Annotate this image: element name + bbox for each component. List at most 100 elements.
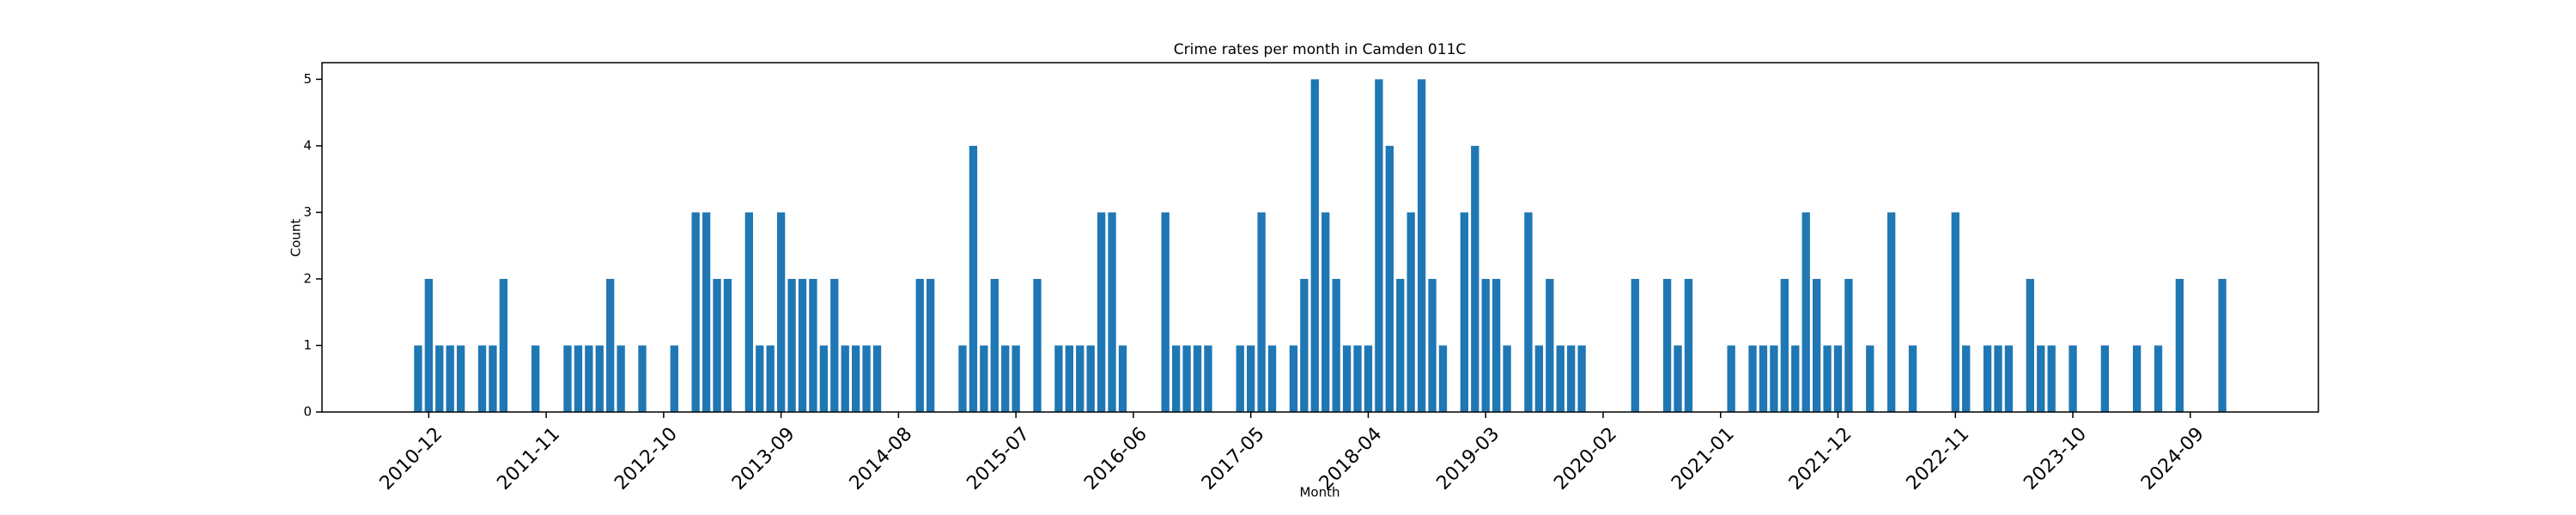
bar (1662, 278, 1672, 412)
bar (980, 345, 988, 412)
bar (1310, 79, 1319, 412)
bar (841, 345, 849, 412)
bar (1406, 212, 1415, 412)
x-tick-label: 2012-10 (611, 423, 682, 494)
bar (713, 278, 721, 412)
bar (787, 278, 796, 412)
chart-title: Crime rates per month in Camden 011C (1174, 41, 1467, 58)
bar (1396, 278, 1405, 412)
x-tick-label: 2023-10 (2020, 423, 2091, 494)
bar (1983, 345, 1992, 412)
bar (1108, 212, 1116, 412)
x-tick-label: 2024-09 (2137, 423, 2208, 494)
bar (872, 345, 882, 412)
bar (1727, 345, 1735, 412)
bar (744, 212, 753, 412)
bar (2100, 345, 2109, 412)
bar (1791, 345, 1800, 412)
bar (489, 345, 497, 412)
bar (1567, 345, 1576, 412)
x-tick-label: 2021-01 (1668, 423, 1739, 494)
x-tick-label: 2014-08 (846, 423, 917, 494)
plot-frame (321, 62, 2319, 413)
bar (1503, 345, 1511, 412)
bar (776, 212, 786, 412)
y-tick-label: 5 (303, 71, 312, 87)
y-tick-label: 2 (303, 270, 312, 286)
bar (1962, 345, 1971, 412)
bar (969, 145, 978, 412)
bar (670, 345, 678, 412)
x-tick-label: 2010-12 (376, 423, 447, 494)
bar (1171, 345, 1181, 412)
bar (1812, 278, 1821, 412)
bar (2154, 345, 2163, 412)
x-tick-label: 2020-02 (1550, 423, 1621, 494)
bar (638, 345, 647, 412)
y-tick-label: 3 (303, 204, 312, 220)
y-tick-label: 1 (303, 337, 312, 353)
bar (1887, 212, 1896, 412)
x-tick-label: 2016-06 (1080, 423, 1151, 494)
bar (1321, 212, 1330, 412)
x-tick-label: 2011-11 (493, 423, 564, 494)
bar (691, 212, 700, 412)
bar (1770, 345, 1778, 412)
bar (990, 278, 999, 412)
bar (1300, 278, 1309, 412)
bar (1492, 278, 1501, 412)
y-axis-label: Count (289, 219, 304, 258)
y-tick-label: 0 (303, 404, 312, 420)
bar (1193, 345, 1202, 412)
bar (1908, 345, 1917, 412)
bar (1001, 345, 1010, 412)
bar (1471, 145, 1479, 412)
x-axis-label: Month (1299, 485, 1340, 500)
bar (819, 345, 829, 412)
bar (1428, 278, 1437, 412)
bar (958, 345, 967, 412)
bar (1364, 345, 1373, 412)
bar (1097, 212, 1106, 412)
bar (1556, 345, 1564, 412)
bar (851, 345, 860, 412)
bar (915, 278, 924, 412)
bar (414, 345, 422, 412)
bar (456, 345, 465, 412)
bar (595, 345, 604, 412)
bar (1844, 278, 1853, 412)
bar (435, 345, 444, 412)
x-tick-label: 2022-11 (1903, 423, 1974, 494)
bar (1033, 278, 1042, 412)
bar (1342, 345, 1352, 412)
x-tick-label: 2015-07 (963, 423, 1034, 494)
bar (1866, 345, 1874, 412)
bar (563, 345, 572, 412)
bar (2069, 345, 2077, 412)
bar (1353, 345, 1362, 412)
bar (702, 212, 711, 412)
bar (1182, 345, 1191, 412)
bar (1289, 345, 1298, 412)
bar (446, 345, 454, 412)
bar (1236, 345, 1244, 412)
x-tick-label: 2013-09 (728, 423, 799, 494)
bar (1823, 345, 1832, 412)
bar (1417, 79, 1426, 412)
bar (2218, 278, 2227, 412)
bar (532, 345, 540, 412)
bar (756, 345, 764, 412)
bar (1204, 345, 1212, 412)
bar (2132, 345, 2142, 412)
bar (585, 345, 593, 412)
bar (1951, 212, 1959, 412)
bar (1759, 345, 1768, 412)
bar (1267, 345, 1277, 412)
bar (1546, 278, 1554, 412)
x-tick-label: 2018-04 (1315, 423, 1387, 494)
bar (927, 278, 935, 412)
bar (1076, 345, 1084, 412)
bar (1332, 278, 1340, 412)
